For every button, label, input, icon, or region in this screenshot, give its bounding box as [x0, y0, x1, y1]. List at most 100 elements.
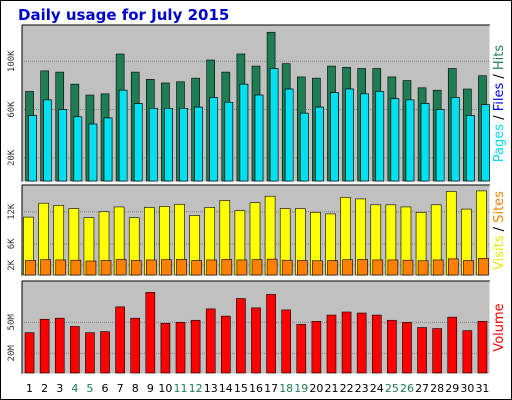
x-tick-label: 16: [249, 382, 263, 395]
bar-pages: [284, 88, 294, 182]
bar-sites: [25, 260, 36, 276]
bar-pages: [330, 92, 339, 182]
bar-pages: [88, 123, 98, 182]
series-legend-middle: Visits / Sites: [492, 191, 507, 270]
bar-sites: [372, 259, 384, 276]
y-tick-label: 20M: [7, 345, 17, 362]
bar-sites: [221, 259, 233, 276]
bar-sites: [191, 260, 202, 276]
bar-volume: [417, 327, 427, 374]
x-tick-label: 29: [445, 382, 459, 395]
y-tick-label: 20K: [7, 149, 17, 166]
bar-volume: [371, 314, 382, 374]
bar-pages: [58, 109, 68, 182]
bar-pages: [149, 108, 158, 182]
bar-sites: [130, 260, 142, 276]
bar-sites: [281, 259, 293, 276]
x-tick-label: 22: [340, 382, 354, 395]
bar-pages: [481, 104, 490, 182]
legend-entry: Volume: [492, 303, 507, 351]
bar-pages: [28, 115, 37, 182]
bar-sites: [327, 260, 338, 276]
bar-volume: [115, 306, 125, 374]
series-legend-bottom: Volume: [492, 303, 507, 351]
legend-entry: /: [492, 111, 507, 124]
x-tick-label: 25: [385, 382, 399, 395]
bar-sites: [206, 259, 218, 276]
y-tick-label: 12K: [7, 203, 17, 220]
bar-pages: [345, 88, 354, 182]
bar-pages: [450, 97, 460, 182]
x-tick-label: 28: [430, 382, 444, 395]
bar-pages: [194, 106, 203, 182]
bar-pages: [103, 117, 113, 182]
y-tick-label: 100K: [7, 50, 17, 72]
y-tick-label: 2K: [7, 259, 17, 270]
y-tick-label: 6K: [7, 238, 17, 249]
x-tick-label: 13: [204, 382, 218, 395]
bar-sites: [161, 259, 172, 276]
bar-sites: [296, 260, 308, 276]
x-tick-label: 24: [370, 382, 384, 395]
x-tick-label: 3: [56, 382, 63, 395]
bar-volume: [70, 326, 80, 374]
bar-volume: [356, 312, 367, 374]
x-tick-label: 26: [400, 382, 414, 395]
bar-pages: [164, 108, 173, 182]
bar-volume: [266, 294, 276, 374]
x-tick-label: 20: [309, 382, 323, 395]
bar-sites: [236, 259, 248, 276]
bar-volume: [54, 317, 65, 374]
x-tick-label: 8: [132, 382, 139, 395]
bar-pages: [299, 112, 309, 182]
bar-pages: [179, 108, 188, 182]
bar-volume: [251, 307, 261, 374]
x-tick-label: 21: [324, 382, 338, 395]
bar-pages: [405, 99, 415, 182]
bar-sites: [447, 258, 459, 276]
bar-volume: [175, 322, 186, 374]
bar-volume: [432, 328, 442, 374]
bar-volume: [221, 315, 231, 374]
bar-volume: [296, 324, 307, 374]
x-tick-label: 2: [41, 382, 48, 395]
legend-entry: /: [492, 223, 507, 236]
bar-volume: [160, 323, 171, 374]
bar-sites: [100, 260, 112, 276]
x-tick-label: 30: [460, 382, 474, 395]
x-tick-label: 9: [147, 382, 154, 395]
bar-volume: [130, 317, 141, 374]
bar-sites: [40, 259, 51, 276]
bar-volume: [205, 308, 216, 374]
bar-sites: [432, 259, 444, 276]
bar-pages: [43, 99, 52, 182]
legend-entry: Files: [492, 83, 507, 112]
bar-sites: [312, 260, 323, 276]
x-tick-label: 6: [102, 382, 109, 395]
bar-sites: [266, 258, 278, 276]
bar-sites: [115, 259, 127, 276]
bar-volume: [236, 298, 246, 374]
x-tick-label: 23: [355, 382, 369, 395]
x-tick-label: 4: [71, 382, 78, 395]
bar-sites: [55, 259, 67, 276]
bar-volume: [447, 316, 458, 374]
x-tick-label: 15: [234, 382, 248, 395]
bar-pages: [133, 103, 143, 182]
bar-pages: [315, 106, 324, 182]
bar-volume: [190, 319, 201, 374]
x-tick-label: 31: [475, 382, 489, 395]
bar-volume: [100, 331, 110, 374]
bar-pages: [466, 115, 475, 182]
bar-sites: [85, 260, 97, 276]
chart-title: Daily usage for July 2015: [18, 6, 230, 24]
x-tick-label: 14: [219, 382, 233, 395]
bar-volume: [387, 319, 397, 374]
bar-sites: [463, 260, 474, 276]
bar-pages: [224, 101, 234, 182]
bar-sites: [251, 259, 263, 276]
bar-pages: [420, 103, 430, 182]
bar-volume: [402, 322, 412, 374]
